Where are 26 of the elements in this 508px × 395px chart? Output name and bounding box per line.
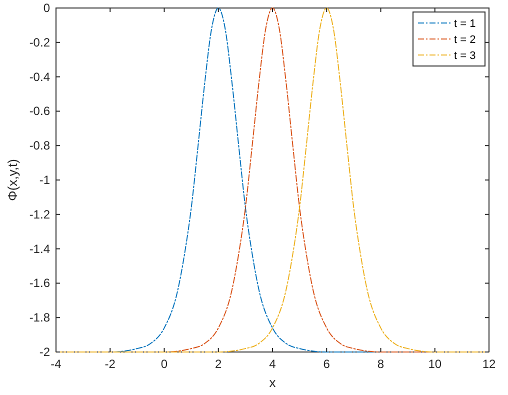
y-tick-label: -1.6 xyxy=(29,276,50,290)
y-tick-label: -1.8 xyxy=(29,310,50,325)
x-tick-label: 2 xyxy=(215,357,222,371)
y-tick-label: 0 xyxy=(43,1,50,15)
y-tick-label: -0.6 xyxy=(29,104,50,118)
y-tick-label: -1 xyxy=(39,173,50,187)
x-tick-label: 4 xyxy=(269,357,276,371)
x-tick-label: 0 xyxy=(160,357,168,371)
y-axis-title: Φ(x,y,t) xyxy=(5,159,20,201)
x-axis-title: x xyxy=(269,375,276,390)
x-tick-label: 10 xyxy=(428,357,442,371)
x-tick-label: 6 xyxy=(323,357,330,371)
y-tick-label: -1.2 xyxy=(29,207,50,222)
legend-label: t = 1 xyxy=(454,18,476,30)
legend-label: t = 3 xyxy=(454,50,476,62)
line-series xyxy=(56,8,490,352)
y-tick-label: -1.4 xyxy=(29,242,50,256)
y-tick-label: -0.4 xyxy=(29,70,50,84)
x-tick-label: 12 xyxy=(482,357,496,371)
y-tick-label: -0.2 xyxy=(29,35,50,50)
x-tick-label: 8 xyxy=(377,357,384,371)
x-tick-label: -4 xyxy=(50,357,62,371)
y-tick-label: -2 xyxy=(39,345,50,359)
x-tick-label: -2 xyxy=(104,357,116,371)
y-tick-label: -0.8 xyxy=(29,138,50,153)
legend-label: t = 2 xyxy=(454,34,476,46)
